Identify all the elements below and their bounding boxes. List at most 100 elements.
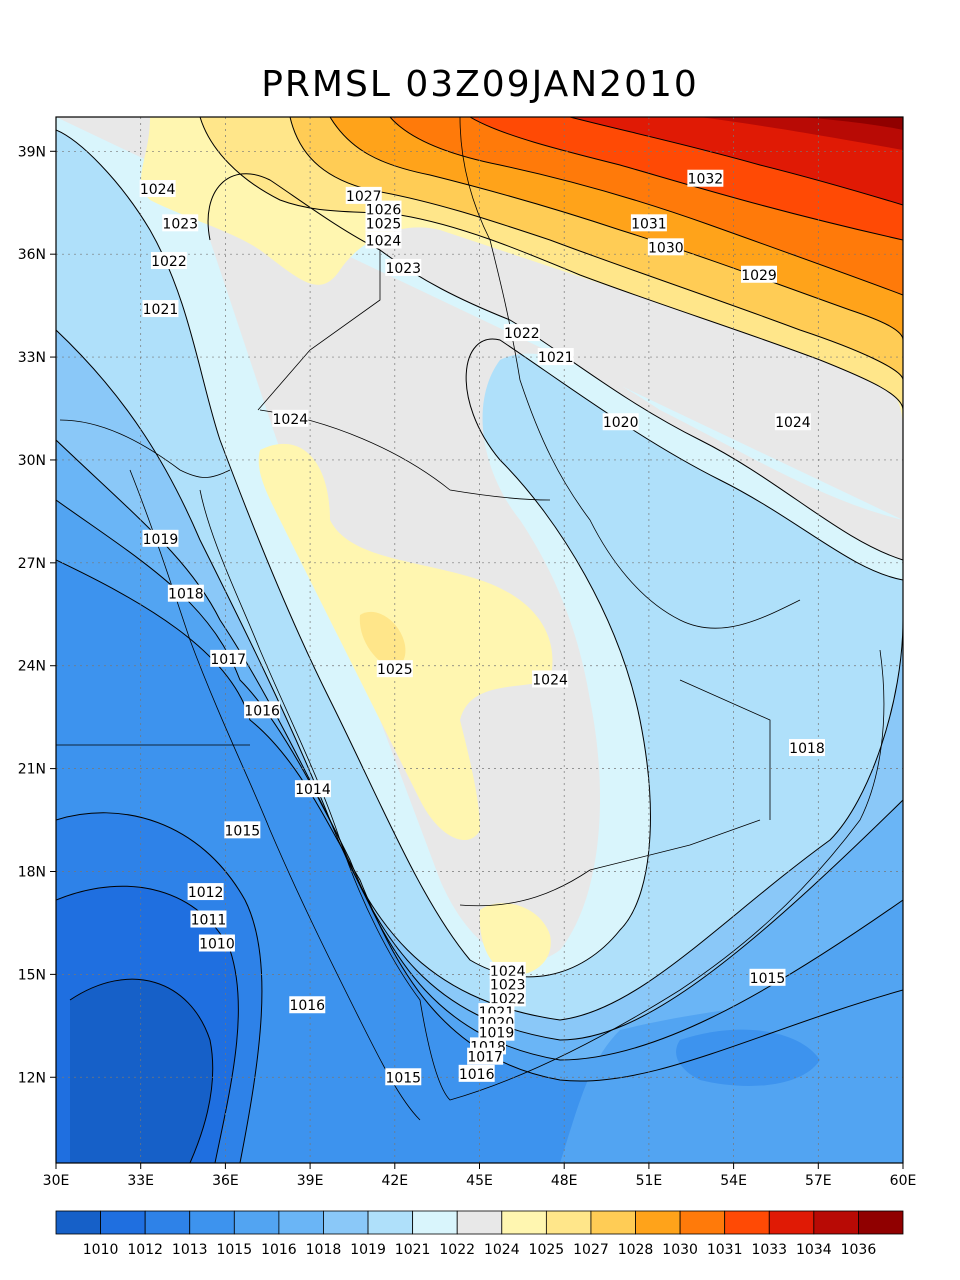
colorbar-label: 1015 (216, 1242, 252, 1258)
contour-label-text: 1018 (789, 741, 825, 757)
contour-label-box (376, 660, 413, 678)
contour-label-box (365, 231, 402, 249)
contour-1030 (329, 117, 903, 341)
contour-label-text: 1025 (377, 662, 413, 678)
colorbar-swatch (456, 1210, 503, 1235)
colorbar-label: 1027 (573, 1242, 609, 1258)
contour-label: 1025 (376, 660, 413, 678)
contour-label: 1015 (385, 1068, 422, 1086)
contour-label-box (478, 1023, 515, 1041)
contour-label-box (198, 934, 235, 952)
colorbar-label: 1024 (484, 1242, 520, 1258)
colorbar-swatch (144, 1210, 191, 1235)
contour-label: 1022 (150, 252, 187, 270)
colorbar-label: 1030 (662, 1242, 698, 1258)
fill-1015-arabian-sea (676, 1029, 820, 1086)
contour-label: 1016 (458, 1064, 495, 1083)
contour-1022 (56, 129, 903, 978)
contour-label-text: 1032 (688, 172, 724, 188)
contour-label: 1022 (503, 324, 540, 342)
fill-1027-cell (359, 611, 406, 667)
lat-tick-label: 27N (18, 556, 46, 572)
contour-1033 (469, 117, 903, 241)
contour-label-text: 1024 (366, 233, 402, 249)
contour-label: 1023 (162, 214, 199, 232)
contour-label-box (294, 780, 331, 798)
lon-tick-label: 57E (805, 1173, 832, 1189)
fill-1010 (70, 979, 213, 1163)
contour-1013 (56, 812, 263, 1163)
colorbar-label: 1034 (796, 1242, 832, 1258)
contour-label-text: 1024 (532, 672, 568, 688)
contour-label-text: 1029 (741, 268, 777, 284)
colorbar-swatch (501, 1210, 547, 1235)
colorbar-label: 1018 (306, 1242, 342, 1258)
fill-1024 (56, 117, 903, 962)
contour-label-text: 1015 (750, 971, 786, 987)
contour-label-text: 1016 (289, 998, 325, 1014)
contour-label: 1021 (142, 300, 179, 318)
contour-label-box (385, 258, 422, 276)
contour-label: 1018 (167, 584, 204, 603)
axis-ticks: 30E 33E 36E 39E 42E 45E 48E 51E 54E 57E 60E 12N 15N 1… (18, 144, 917, 1189)
contour-label: 1017 (210, 649, 247, 668)
contour-1031 (389, 117, 903, 296)
contour-label-text: 1024 (273, 412, 309, 428)
contour-label-box (224, 821, 261, 839)
contour-label-text: 1023 (385, 261, 421, 277)
colorbar-label: 1010 (83, 1242, 119, 1258)
contour-label: 1023 (385, 258, 422, 277)
colorbar-swatch (768, 1210, 815, 1235)
contour-1028 (289, 117, 903, 381)
contour-label: 1010 (198, 934, 235, 953)
coastline-gulf-iran (459, 117, 801, 629)
colorbar-label: 1033 (751, 1242, 787, 1258)
lat-tick-label: 21N (18, 762, 46, 778)
fill-1034-north (570, 117, 903, 205)
contour-label-text: 1015 (385, 1070, 421, 1086)
fill-1036-max (800, 117, 903, 130)
contour-label-text: 1024 (775, 415, 811, 431)
colorbar-swatch (323, 1210, 369, 1235)
colorbar-swatch (278, 1210, 324, 1235)
contour-label-box (272, 409, 309, 427)
pressure-fill-layer (56, 117, 903, 1163)
lon-tick-label: 33E (127, 1173, 154, 1189)
contour-label-box (741, 265, 778, 283)
contour-label-box (167, 584, 204, 602)
contour-label: 1031 (630, 214, 667, 232)
lat-tick-label: 33N (18, 350, 46, 366)
contour-label: 1030 (647, 238, 684, 256)
contour-label-box (385, 1068, 422, 1086)
contour-label-box (365, 214, 402, 232)
contour-label-text: 1018 (168, 587, 204, 603)
contour-label: 1020 (602, 413, 639, 431)
contour-label: 1024 (365, 231, 402, 249)
contour-label-text: 1016 (244, 703, 280, 719)
contour-label-text: 1031 (631, 216, 667, 232)
contour-label-box (503, 324, 540, 342)
colorbar-swatch (233, 1210, 280, 1235)
contour-label-box (365, 200, 402, 218)
lat-tick-label: 15N (18, 967, 46, 983)
contour-1024 (207, 173, 903, 561)
colorbar-label: 1019 (350, 1242, 386, 1258)
lon-tick-label: 48E (551, 1173, 578, 1189)
contour-label-box (289, 996, 326, 1014)
lat-tick-label: 24N (18, 659, 46, 675)
contour-label: 1014 (294, 780, 331, 798)
fill-1036-north (700, 117, 903, 150)
contour-label-text: 1014 (295, 782, 331, 798)
contour-label-text: 1015 (225, 823, 261, 839)
colorbar-swatch (189, 1210, 235, 1235)
contour-label-text: 1024 (140, 182, 176, 198)
contour-label: 1015 (749, 968, 786, 987)
contour-label-text: 1012 (188, 885, 224, 901)
colorbar-swatch (724, 1210, 770, 1235)
graticule-grid (56, 117, 903, 1163)
lat-tick-label: 30N (18, 453, 46, 469)
lon-tick-label: 51E (636, 1173, 663, 1189)
lon-tick-label: 36E (212, 1173, 239, 1189)
contour-label: 1015 (224, 821, 261, 839)
